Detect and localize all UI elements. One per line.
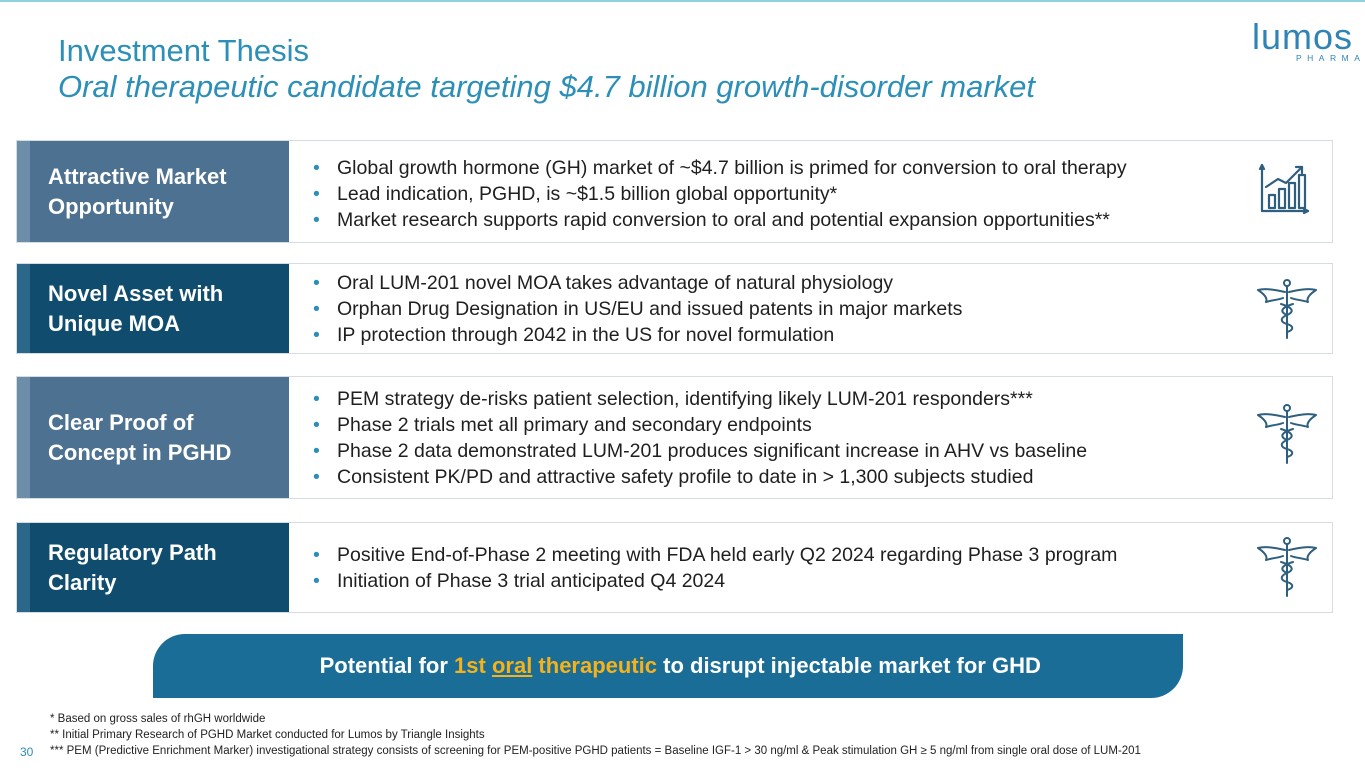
bullet-list: • Global growth hormone (GH) market of ~$… xyxy=(309,155,1127,233)
lumos-pharma-logo: lumos PHARMA xyxy=(1252,16,1360,64)
list-item: • PEM strategy de-risks patient selection… xyxy=(313,388,1033,410)
footnote-2: ** Initial Primary Research of PGHD Mark… xyxy=(50,729,485,741)
list-item: • Market research supports rapid conversi… xyxy=(313,209,1110,231)
logo-wordmark: lumos xyxy=(1252,16,1354,57)
row-label: Clear Proof of Concept in PGHD xyxy=(17,377,289,498)
thesis-row-regulatory: Regulatory Path Clarity • Positive End-of… xyxy=(16,522,1333,613)
top-accent-line xyxy=(0,0,1365,2)
list-item: • Lead indication, PGHD, is ~$1.5 billion… xyxy=(313,183,838,205)
growth-chart-icon xyxy=(1258,163,1310,215)
bullet-list: • Positive End-of-Phase 2 meeting with FD… xyxy=(309,542,1117,594)
caduceus-icon xyxy=(1257,537,1317,597)
caduceus-icon xyxy=(1257,279,1317,339)
list-item: • Phase 2 data demonstrated LUM-201 produ… xyxy=(313,440,1088,462)
row-label: Attractive Market Opportunity xyxy=(17,141,289,242)
list-item: • Positive End-of-Phase 2 meeting with FD… xyxy=(313,544,1118,566)
thesis-row-proof: Clear Proof of Concept in PGHD • PEM stra… xyxy=(16,376,1333,499)
page-title: Investment Thesis xyxy=(58,33,309,68)
banner-text-pre: Potential for xyxy=(319,653,455,678)
list-item: • Oral LUM-201 novel MOA takes advantage … xyxy=(313,272,894,294)
thesis-row-asset: Novel Asset with Unique MOA • Oral LUM-20… xyxy=(16,263,1333,354)
footnote-3: *** PEM (Predictive Enrichment Marker) i… xyxy=(50,745,1141,757)
page-number: 30 xyxy=(20,745,34,759)
page-subtitle: Oral therapeutic candidate targeting $4.… xyxy=(58,69,1036,104)
bullet-list: • PEM strategy de-risks patient selection… xyxy=(309,386,1087,490)
list-item: • Orphan Drug Designation in US/EU and is… xyxy=(313,298,963,320)
list-item: • Consistent PK/PD and attractive safety … xyxy=(313,466,1034,488)
logo-subtext: PHARMA xyxy=(1296,53,1365,63)
list-item: • Global growth hormone (GH) market of ~$… xyxy=(313,157,1127,179)
thesis-row-market: Attractive Market Opportunity • Global gr… xyxy=(16,140,1333,243)
banner-highlight-first: 1st xyxy=(454,653,492,678)
list-item: • Initiation of Phase 3 trial anticipated… xyxy=(313,570,726,592)
footnote-1: * Based on gross sales of rhGH worldwide xyxy=(50,713,266,725)
row-label: Regulatory Path Clarity xyxy=(17,523,289,612)
caduceus-icon xyxy=(1257,404,1317,464)
banner-highlight-therapeutic: therapeutic xyxy=(532,653,658,678)
banner-highlight-oral: oral xyxy=(491,653,533,678)
list-item: • Phase 2 trials met all primary and seco… xyxy=(313,414,812,436)
list-item: • IP protection through 2042 in the US fo… xyxy=(313,324,835,346)
banner-text-post: to disrupt injectable market for GHD xyxy=(657,653,1041,678)
row-label: Novel Asset with Unique MOA xyxy=(17,264,289,353)
bullet-list: • Oral LUM-201 novel MOA takes advantage … xyxy=(309,270,962,348)
key-message-banner: Potential for 1st oral therapeutic to di… xyxy=(153,634,1183,698)
